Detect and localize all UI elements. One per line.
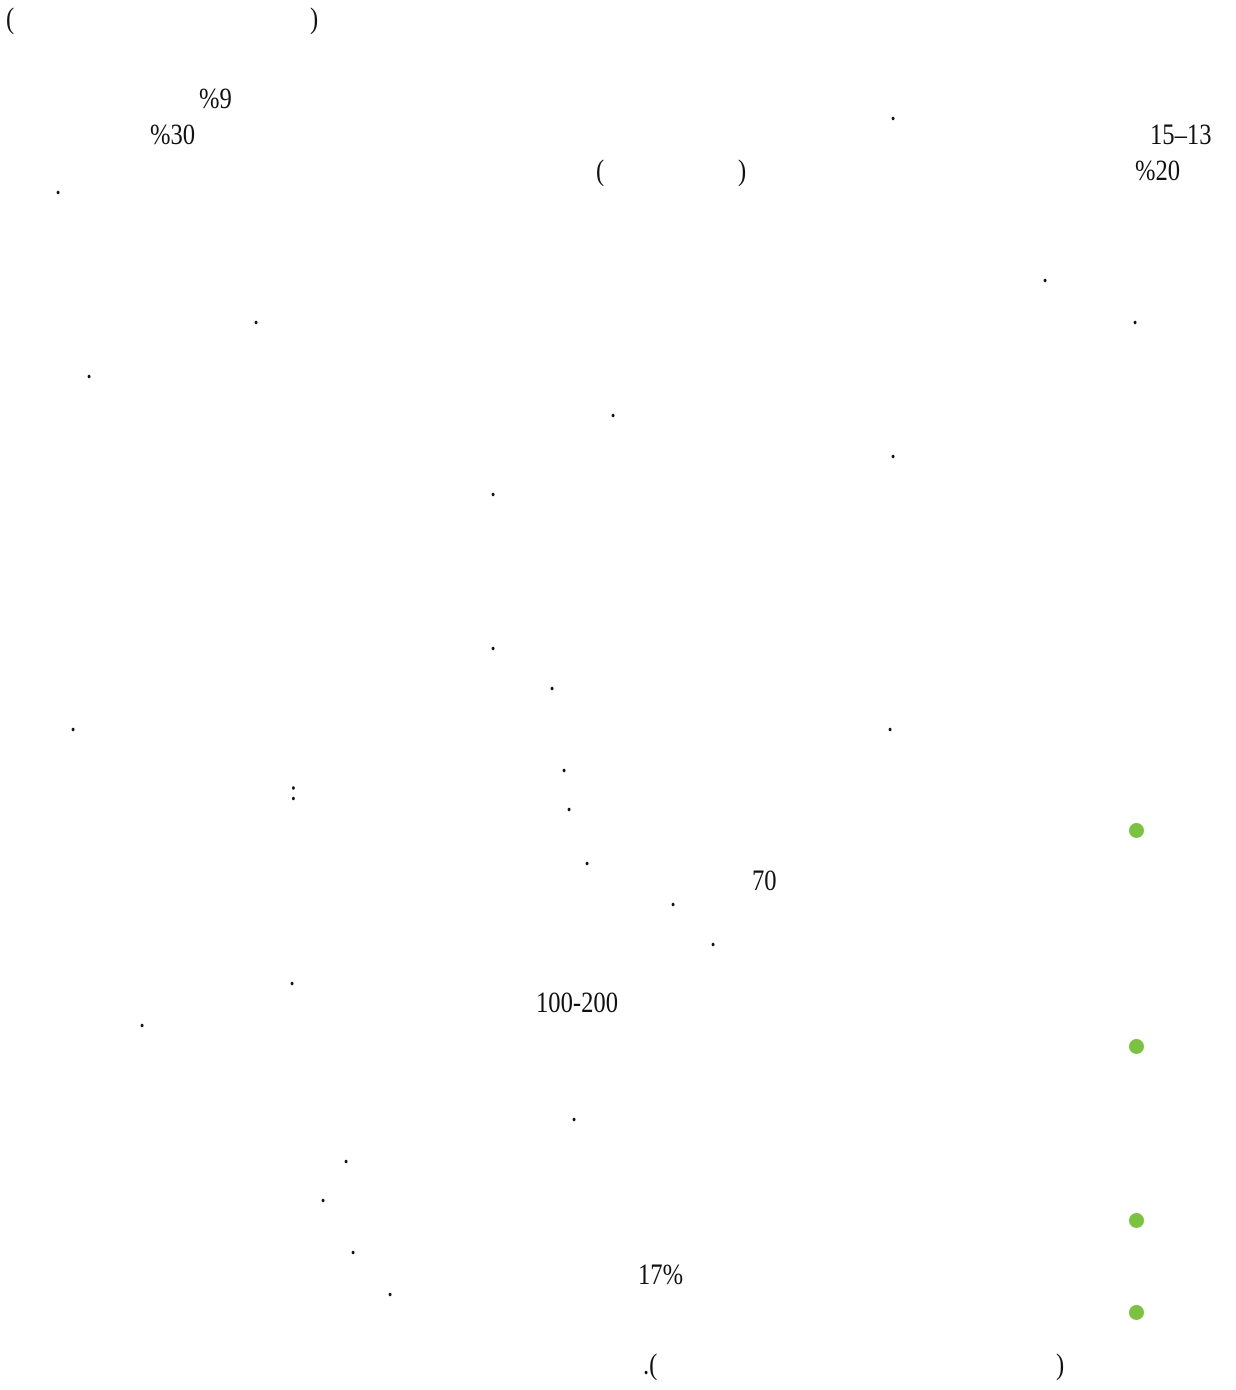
period-mark: . <box>890 432 897 465</box>
period-mark: . <box>710 920 717 953</box>
period-mark: . <box>571 1095 578 1128</box>
open-paren-mid: ( <box>596 154 605 187</box>
bullet-dot <box>1129 1213 1144 1228</box>
close-paren-top: ) <box>310 2 319 35</box>
period-mark: . <box>350 1228 357 1261</box>
period-mark: . <box>549 664 556 697</box>
percentage-9: %9 <box>199 82 232 115</box>
period-mark: . <box>490 624 497 657</box>
period-mark: . <box>1132 298 1139 331</box>
paren-bottom-left: .( <box>643 1348 658 1381</box>
period-mark: . <box>253 298 260 331</box>
period-mark: . <box>139 1001 146 1034</box>
period-mark: . <box>610 391 617 424</box>
bullet-dot <box>1129 1039 1144 1054</box>
period-mark: . <box>584 839 591 872</box>
period-mark: . <box>566 785 573 818</box>
period-mark: . <box>70 705 77 738</box>
period-mark: . <box>289 959 296 992</box>
period-mark: . <box>343 1137 350 1170</box>
period-mark: . <box>490 470 497 503</box>
number-70: 70 <box>752 864 777 897</box>
colon-mark: : <box>290 774 297 807</box>
percentage-17: 17% <box>638 1258 684 1291</box>
period-mark: . <box>320 1176 327 1209</box>
paren-bottom-right: ) <box>1056 1348 1065 1381</box>
period-mark: . <box>387 1270 394 1303</box>
period-mark: . <box>887 705 894 738</box>
range-100-200: 100-200 <box>536 986 618 1019</box>
bullet-dot <box>1129 823 1144 838</box>
period-mark: . <box>1042 256 1049 289</box>
percentage-30: %30 <box>150 118 196 151</box>
close-paren-mid: ) <box>738 154 747 187</box>
bullet-dot <box>1129 1305 1144 1320</box>
period-mark: . <box>670 880 677 913</box>
range-15-13: 15–13 <box>1150 118 1212 151</box>
period-mark: . <box>86 352 93 385</box>
percentage-20: %20 <box>1135 154 1181 187</box>
open-paren-top: ( <box>6 2 15 35</box>
period-mark: . <box>561 746 568 779</box>
period-mark: . <box>890 94 897 127</box>
period-mark: . <box>55 168 62 201</box>
